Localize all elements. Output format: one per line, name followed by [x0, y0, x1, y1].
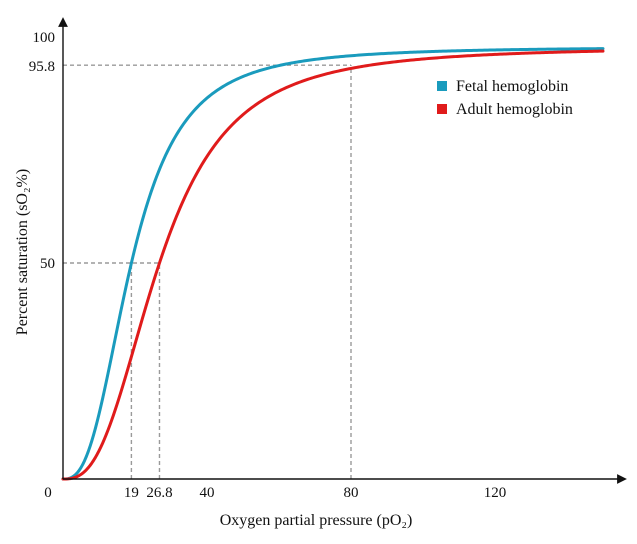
y-tick-label: 95.8 — [29, 59, 55, 75]
legend-swatch — [437, 104, 447, 114]
x-axis-title: Oxygen partial pressure (pO₂) — [220, 512, 413, 529]
y-tick-label: 50 — [40, 256, 55, 272]
tick-labels: 19 26.8 40 80 120 50 95.8 100 — [29, 30, 507, 501]
series-line-adult — [61, 49, 605, 481]
x-tick-label: 80 — [344, 485, 359, 501]
x-tick-label: 40 — [200, 485, 215, 501]
series-curves — [61, 47, 605, 481]
x-tick-label: 19 — [124, 485, 139, 501]
legend-swatch — [437, 81, 447, 91]
y-axis-title: Percent saturation (sO₂%) — [14, 169, 31, 335]
x-tick-label: 120 — [484, 485, 507, 501]
origin-label: 0 — [44, 485, 52, 501]
series-line-fetal — [61, 47, 605, 481]
legend: Fetal hemoglobin Adult hemoglobin — [437, 78, 573, 118]
legend-label: Adult hemoglobin — [456, 101, 573, 118]
legend-label: Fetal hemoglobin — [456, 78, 568, 95]
x-tick-label: 26.8 — [146, 485, 172, 501]
y-tick-label: 100 — [33, 30, 56, 46]
reference-guides — [63, 64, 352, 479]
